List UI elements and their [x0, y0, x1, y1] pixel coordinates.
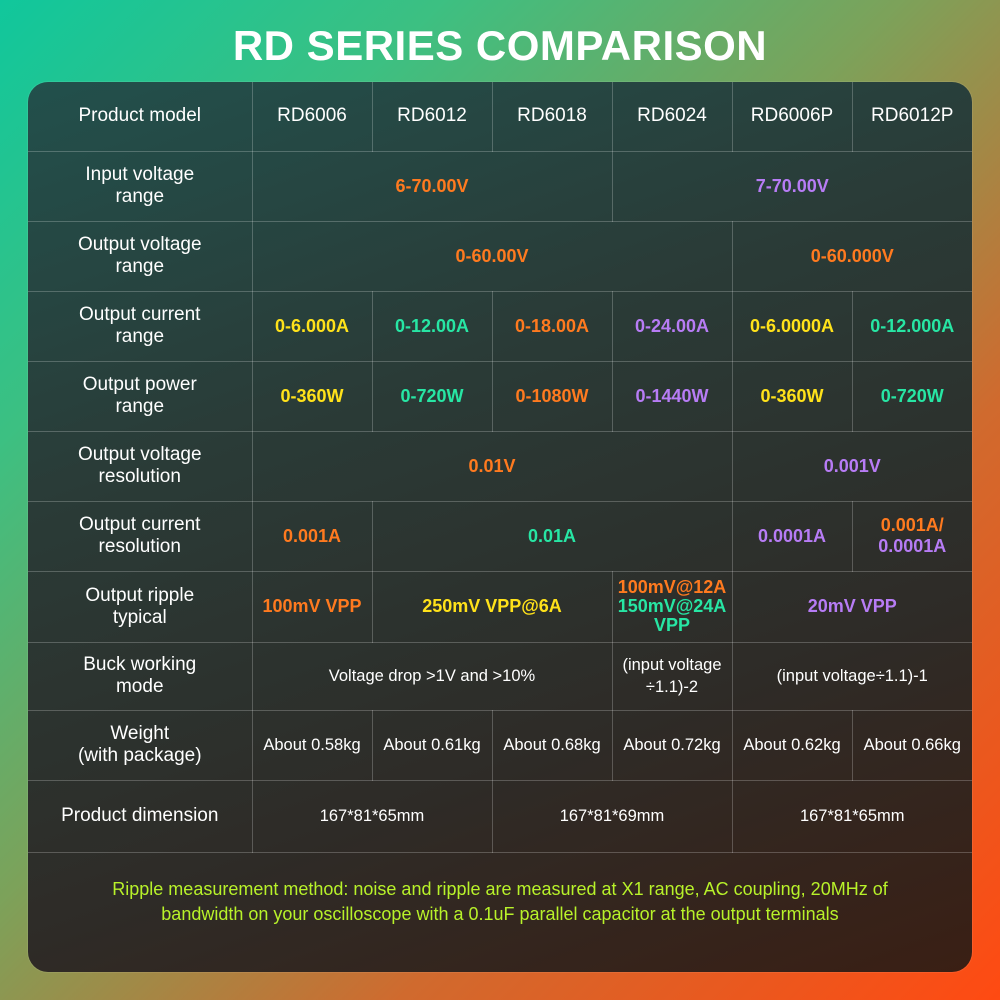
- row-output-current: Output current range 0-6.000A 0-12.00A 0…: [28, 290, 972, 362]
- row-weight: Weight (with package) About 0.58kg About…: [28, 709, 972, 781]
- value-cell: 0-24.00A: [611, 290, 733, 362]
- comparison-table: Product model RD6006 RD6012 RD6018 RD602…: [28, 82, 972, 853]
- value-cell: 0-720W: [371, 360, 493, 432]
- value-cell: About 0.72kg: [611, 709, 733, 781]
- value-cell: 0-1440W: [611, 360, 733, 432]
- value-cell: 0-720W: [851, 360, 972, 432]
- value-part: 150mV@24A VPP: [617, 596, 727, 635]
- value-cell: 0-60.000V: [731, 220, 972, 292]
- row-label: Buck working mode: [28, 641, 253, 711]
- value-cell: 0-12.00A: [371, 290, 493, 362]
- comparison-panel: Product model RD6006 RD6012 RD6018 RD602…: [28, 82, 972, 972]
- row-buck-mode: Buck working mode Voltage drop >1V and >…: [28, 641, 972, 711]
- value-cell: 0-60.00V: [251, 220, 733, 292]
- value-cell: 0.001V: [731, 430, 972, 502]
- row-label: Output current resolution: [28, 500, 253, 572]
- row-label: Output ripple typical: [28, 570, 253, 643]
- value-cell: About 0.66kg: [851, 709, 972, 781]
- page-title: RD SERIES COMPARISON: [232, 22, 768, 69]
- model-name: RD6012: [371, 82, 493, 152]
- model-name: RD6006P: [731, 82, 853, 152]
- value-cell: 100mV@12A 150mV@24A VPP: [611, 570, 733, 643]
- row-current-resolution: Output current resolution 0.001A 0.01A 0…: [28, 500, 972, 572]
- value-cell: 0-6.0000A: [731, 290, 853, 362]
- row-input-voltage: Input voltage range 6-70.00V 7-70.00V: [28, 150, 972, 222]
- value-cell: (input voltage ÷1.1)-2: [611, 641, 733, 711]
- value-cell: 0-6.000A: [251, 290, 373, 362]
- value-cell: 0.001A: [251, 500, 373, 572]
- row-product-model: Product model RD6006 RD6012 RD6018 RD602…: [28, 82, 972, 152]
- row-output-power: Output power range 0-360W 0-720W 0-1080W…: [28, 360, 972, 432]
- value-cell: About 0.61kg: [371, 709, 493, 781]
- value-cell: 0.01V: [251, 430, 733, 502]
- row-label: Output power range: [28, 360, 253, 432]
- row-label: Product model: [28, 82, 253, 152]
- value-cell: 0-1080W: [491, 360, 613, 432]
- value-part: 0.0001A: [878, 536, 947, 556]
- value-cell: 167*81*69mm: [491, 779, 733, 853]
- row-label: Input voltage range: [28, 150, 253, 222]
- value-cell: 0-360W: [731, 360, 853, 432]
- value-cell: 167*81*65mm: [251, 779, 493, 853]
- row-dimension: Product dimension 167*81*65mm 167*81*69m…: [28, 779, 972, 853]
- model-name: RD6012P: [851, 82, 972, 152]
- value-cell: 0-18.00A: [491, 290, 613, 362]
- value-cell: 0.01A: [371, 500, 733, 572]
- value-cell: About 0.62kg: [731, 709, 853, 781]
- model-name: RD6018: [491, 82, 613, 152]
- row-label: Product dimension: [28, 779, 253, 853]
- row-label: Output voltage range: [28, 220, 253, 292]
- value-cell: 20mV VPP: [731, 570, 972, 643]
- value-cell: 250mV VPP@6A: [371, 570, 613, 643]
- value-cell: 6-70.00V: [251, 150, 613, 222]
- row-label: Output voltage resolution: [28, 430, 253, 502]
- value-cell: 0.0001A: [731, 500, 853, 572]
- row-voltage-resolution: Output voltage resolution 0.01V 0.001V: [28, 430, 972, 502]
- ripple-note: Ripple measurement method: noise and rip…: [112, 879, 888, 924]
- value-cell: About 0.68kg: [491, 709, 613, 781]
- value-cell: 167*81*65mm: [731, 779, 972, 853]
- row-label: Output current range: [28, 290, 253, 362]
- row-output-voltage: Output voltage range 0-60.00V 0-60.000V: [28, 220, 972, 292]
- value-cell: About 0.58kg: [251, 709, 373, 781]
- value-cell: (input voltage÷1.1)-1: [731, 641, 972, 711]
- model-name: RD6024: [611, 82, 733, 152]
- value-cell: 100mV VPP: [251, 570, 373, 643]
- model-name: RD6006: [251, 82, 373, 152]
- row-label: Weight (with package): [28, 709, 253, 781]
- value-cell: 0-12.000A: [851, 290, 972, 362]
- row-output-ripple: Output ripple typical 100mV VPP 250mV VP…: [28, 570, 972, 643]
- value-part: 0.001A/: [880, 515, 944, 535]
- value-cell: 7-70.00V: [611, 150, 972, 222]
- value-cell: 0-360W: [251, 360, 373, 432]
- value-part: 100mV@12A: [617, 577, 727, 597]
- value-cell: 0.001A/0.0001A: [851, 500, 972, 572]
- value-cell: Voltage drop >1V and >10%: [251, 641, 613, 711]
